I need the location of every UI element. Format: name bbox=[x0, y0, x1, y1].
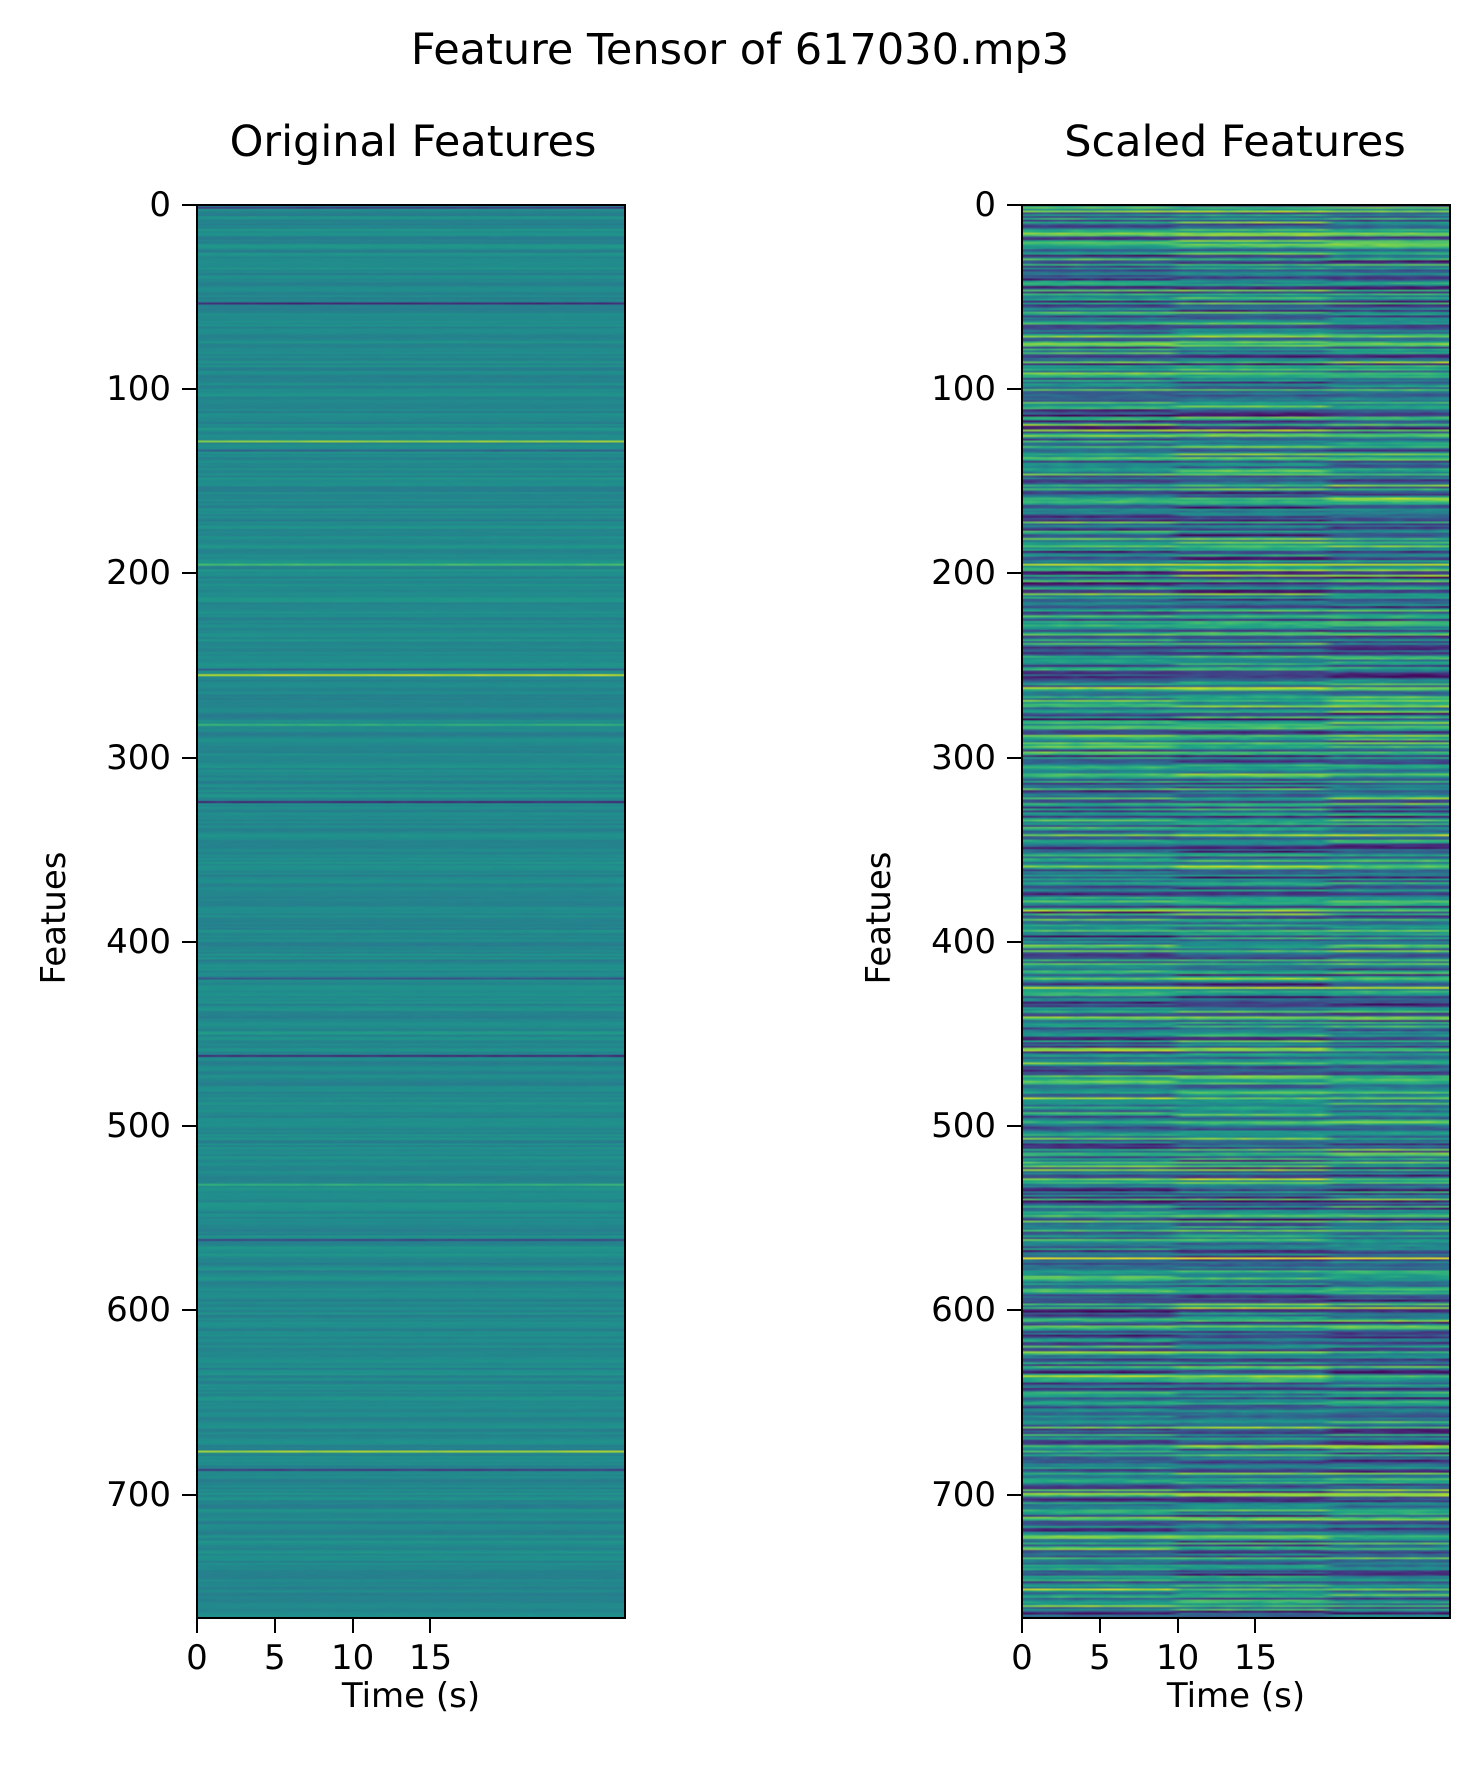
y-tick-label: 100 bbox=[106, 369, 171, 410]
y-tick-mark bbox=[182, 388, 196, 391]
y-tick-label: 400 bbox=[931, 921, 996, 962]
x-tick-mark bbox=[1254, 1619, 1257, 1633]
y-tick-mark bbox=[182, 756, 196, 759]
x-tick-mark bbox=[1021, 1619, 1023, 1633]
x-tick-mark bbox=[196, 1619, 198, 1633]
x-tick-label: 5 bbox=[1088, 1638, 1111, 1678]
x-tick-mark bbox=[351, 1619, 354, 1633]
x-tick-label: 0 bbox=[1011, 1638, 1033, 1678]
y-tick-label: 500 bbox=[931, 1106, 996, 1147]
y-tick-label: 700 bbox=[931, 1474, 996, 1515]
y-tick-label: 500 bbox=[106, 1106, 171, 1147]
y-tick-mark bbox=[1007, 572, 1021, 575]
y-tick-mark bbox=[1007, 388, 1021, 391]
x-axis-label: Time (s) bbox=[1166, 1676, 1306, 1716]
y-tick-mark bbox=[1007, 1493, 1021, 1496]
heatmap-area bbox=[197, 205, 625, 1618]
figure-suptitle: Feature Tensor of 617030.mp3 bbox=[410, 25, 1070, 75]
y-tick-label: 200 bbox=[931, 553, 996, 594]
y-tick-mark bbox=[182, 204, 196, 206]
x-axis-label: Time (s) bbox=[341, 1676, 481, 1716]
y-tick-mark bbox=[1007, 940, 1021, 943]
y-tick-mark bbox=[182, 1125, 196, 1128]
y-tick-label: 700 bbox=[106, 1474, 171, 1515]
x-tick-label: 15 bbox=[1233, 1638, 1278, 1678]
y-tick-mark bbox=[1007, 204, 1021, 206]
y-tick-label: 600 bbox=[931, 1290, 996, 1331]
x-tick-label: 10 bbox=[330, 1638, 375, 1678]
heatmap-canvas bbox=[197, 205, 625, 1618]
y-axis-label: Featues bbox=[859, 851, 899, 985]
y-axis-label: Featues bbox=[34, 851, 74, 985]
y-tick-mark bbox=[182, 940, 196, 943]
y-tick-mark bbox=[182, 572, 196, 575]
axes-frame bbox=[1021, 204, 1451, 1619]
y-tick-label: 0 bbox=[149, 185, 171, 225]
y-tick-mark bbox=[1007, 1125, 1021, 1128]
y-tick-mark bbox=[182, 1493, 196, 1496]
axes-frame bbox=[196, 204, 626, 1619]
y-tick-label: 100 bbox=[931, 369, 996, 410]
y-tick-label: 0 bbox=[974, 185, 996, 225]
panel-title: Scaled Features bbox=[1064, 117, 1406, 167]
y-tick-label: 300 bbox=[931, 737, 996, 778]
y-tick-label: 200 bbox=[106, 553, 171, 594]
x-tick-mark bbox=[429, 1619, 432, 1633]
y-tick-mark bbox=[182, 1309, 196, 1312]
panel-title: Original Features bbox=[229, 117, 597, 167]
y-tick-label: 400 bbox=[106, 921, 171, 962]
x-tick-mark bbox=[1098, 1619, 1101, 1633]
y-tick-mark bbox=[1007, 756, 1021, 759]
x-tick-label: 15 bbox=[408, 1638, 453, 1678]
y-tick-label: 600 bbox=[106, 1290, 171, 1331]
x-tick-label: 5 bbox=[263, 1638, 286, 1678]
y-tick-mark bbox=[1007, 1309, 1021, 1312]
x-tick-mark bbox=[1176, 1619, 1179, 1633]
heatmap-canvas bbox=[1022, 205, 1450, 1618]
x-tick-label: 0 bbox=[186, 1638, 208, 1678]
y-tick-label: 300 bbox=[106, 737, 171, 778]
x-tick-mark bbox=[273, 1619, 276, 1633]
x-tick-label: 10 bbox=[1155, 1638, 1200, 1678]
heatmap-area bbox=[1022, 205, 1450, 1618]
